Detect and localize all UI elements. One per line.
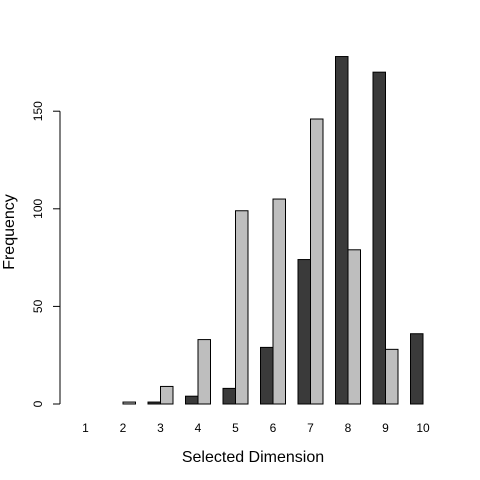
- bar-light-7: [310, 118, 324, 405]
- x-tick-label: 3: [157, 421, 164, 435]
- bar-light-6: [272, 198, 286, 405]
- bar-dark-9: [372, 71, 386, 405]
- bar-dark-8: [335, 56, 349, 405]
- bar-light-2: [122, 401, 136, 405]
- x-tick-label: 6: [270, 421, 277, 435]
- y-tick-label: 100: [31, 198, 45, 218]
- x-tick-label: 4: [195, 421, 202, 435]
- bar-light-4: [197, 339, 211, 405]
- bar-dark-4: [185, 395, 199, 405]
- bar-light-8: [347, 249, 361, 405]
- bar-dark-7: [297, 259, 311, 405]
- y-tick-label: 150: [31, 101, 45, 121]
- x-tick-label: 2: [120, 421, 127, 435]
- x-tick-label: 7: [307, 421, 314, 435]
- bar-dark-10: [410, 333, 424, 405]
- bar-light-5: [235, 210, 249, 405]
- x-tick-label: 5: [232, 421, 239, 435]
- bars: [122, 56, 424, 405]
- x-tick-label: 1: [82, 421, 89, 435]
- y-axis-title: Frequency: [1, 194, 18, 270]
- x-tick-label: 8: [345, 421, 352, 435]
- y-tick-label: 50: [31, 299, 45, 313]
- bar-light-9: [385, 348, 399, 405]
- x-axis-title: Selected Dimension: [182, 449, 324, 466]
- x-tick-label: 10: [416, 421, 430, 435]
- y-axis: 0 50 100 150: [31, 101, 61, 407]
- bar-dark-3: [147, 401, 161, 405]
- bar-dark-5: [222, 387, 236, 405]
- x-tick-label: 9: [382, 421, 389, 435]
- y-tick-label: 0: [31, 400, 45, 407]
- bar-light-3: [160, 385, 174, 405]
- bar-dark-6: [260, 346, 274, 405]
- x-axis-labels: 1 2 3 4 5 6 7 8 9 10: [82, 421, 430, 435]
